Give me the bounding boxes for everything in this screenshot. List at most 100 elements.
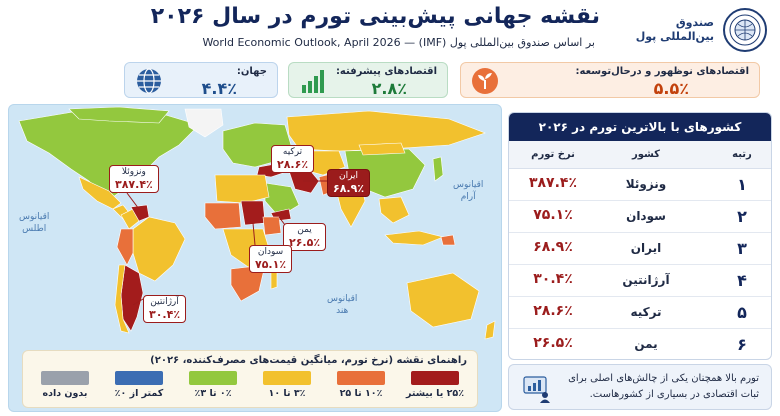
kpi-advanced-label: اقتصادهای پیشرفته: xyxy=(335,66,437,77)
header: صندوق بین‌المللی پول نقشه جهانی پیش‌بینی… xyxy=(0,0,780,60)
world-map xyxy=(18,106,496,340)
map-png xyxy=(440,234,456,246)
callout-turkey-value: ۲۸.۶٪ xyxy=(277,158,309,171)
page-title: نقشه جهانی پیش‌بینی تورم در سال ۲۰۲۶ xyxy=(150,4,600,29)
map-argentina xyxy=(120,264,144,332)
legend-label: ۱۰٪ تا ۲۵ xyxy=(339,388,383,399)
rank-cell: ۲ xyxy=(737,207,747,226)
rate-cell: ۳۰.۴٪ xyxy=(533,271,573,287)
callout-yemen-value: ۲۶.۵٪ xyxy=(289,236,321,249)
callout-iran-name: ایران xyxy=(338,171,359,181)
legend-swatch xyxy=(337,371,385,385)
col-rank-header: رتبه xyxy=(732,149,752,160)
rate-cell: ۳۸۷.۴٪ xyxy=(528,175,578,191)
kpi-world-label: جهان: xyxy=(236,66,267,77)
country-cell: سودان xyxy=(626,209,666,223)
col-country-header: کشور xyxy=(631,149,661,160)
callout-sudan-value: ۷۵.۱٪ xyxy=(255,258,287,271)
kpi-emerging: اقتصادهای نوظهور و درحال‌توسعه: ۵.۵٪ xyxy=(460,62,760,98)
map-mongolia xyxy=(358,142,406,156)
table-row: ۴ آرژانتین ۳۰.۴٪ xyxy=(509,265,771,297)
map-peru-bolivia xyxy=(116,228,134,266)
map-greenland xyxy=(184,108,224,138)
table-row: ۳ ایران ۶۸.۹٪ xyxy=(509,233,771,265)
map-southeast-asia xyxy=(378,196,410,224)
rank-cell: ۵ xyxy=(737,303,747,322)
rank-cell: ۱ xyxy=(737,175,747,194)
legend-swatch xyxy=(263,371,311,385)
ocean-indian-line1: اقیانوس xyxy=(327,294,358,304)
callout-venezuela-name: ونزوئلا xyxy=(121,167,146,177)
map-australia xyxy=(406,272,480,328)
legend-item: ۱۰٪ تا ۲۵ xyxy=(329,371,393,399)
map-north-africa xyxy=(214,174,270,204)
ocean-atlantic-line1: اقیانوس xyxy=(19,212,50,222)
map-chile xyxy=(114,264,130,334)
rate-cell: ۲۶.۵٪ xyxy=(533,335,573,351)
callout-turkey: ترکیه ۲۸.۶٪ xyxy=(271,145,315,173)
table-body: ۱ ونزوئلا ۳۸۷.۴٪ ۲ سودان ۷۵.۱٪ ۳ ایران ۶۸.۹٪ ۴ آرژ… xyxy=(509,169,771,359)
callout-venezuela-value: ۳۸۷.۴٪ xyxy=(115,178,153,191)
legend-label: ۰٪ تا ۳٪ xyxy=(194,388,232,399)
rank-cell: ۳ xyxy=(737,239,747,258)
table-row: ۲ سودان ۷۵.۱٪ xyxy=(509,201,771,233)
map-canada-north xyxy=(68,106,170,124)
callout-iran: ایران ۶۸.۹٪ xyxy=(327,169,371,197)
callout-iran-value: ۶۸.۹٪ xyxy=(333,182,365,195)
legend-item: بدون داده xyxy=(33,371,97,399)
chart-person-icon xyxy=(523,376,550,403)
map-russia xyxy=(286,110,486,152)
legend-swatch xyxy=(41,371,89,385)
kpi-world-value: ۴.۴٪ xyxy=(201,79,237,98)
map-legend: راهنمای نقشه (نرخ تورم، میانگین قیمت‌های… xyxy=(22,350,478,408)
callout-yemen-name: یمن xyxy=(297,225,312,235)
map-ethiopia xyxy=(262,216,282,236)
ocean-atlantic-line2: اطلس xyxy=(22,224,47,234)
bar-growth-icon xyxy=(302,70,324,93)
callout-turkey-name: ترکیه xyxy=(282,147,303,157)
callout-sudan-name: سودان xyxy=(257,247,284,257)
footnote-text: تورم بالا همچنان یکی از چالش‌های اصلی بر… xyxy=(568,373,759,400)
legend-item: ۳٪ تا ۱۰ xyxy=(255,371,319,399)
legend-label: ۳٪ تا ۱۰ xyxy=(268,388,306,399)
legend-items: ۲۵٪ یا بیشتر ۱۰٪ تا ۲۵ ۳٪ تا ۱۰ ۰٪ تا ۳٪ کمت… xyxy=(33,371,467,399)
legend-label: بدون داده xyxy=(42,388,88,399)
kpi-advanced-value: ۲.۸٪ xyxy=(371,79,407,98)
leader-sudan xyxy=(252,222,256,246)
rank-cell: ۶ xyxy=(737,335,747,354)
callout-argentina-value: ۳۰.۴٪ xyxy=(149,308,181,321)
map-west-africa xyxy=(204,202,242,230)
country-cell: ایران xyxy=(630,241,662,255)
country-cell: ونزوئلا xyxy=(625,177,667,191)
imf-seal-icon xyxy=(723,8,767,52)
top-inflation-table: کشورهای با بالاترین تورم در ۲۰۲۶ رتبه کش… xyxy=(508,112,772,360)
map-new-zealand xyxy=(484,320,496,340)
callout-argentina: آرژانتین ۳۰.۴٪ xyxy=(143,295,187,323)
ocean-label-atlantic: اقیانوس اطلس xyxy=(19,211,49,235)
table-header-row: رتبه کشور نرخ تورم xyxy=(509,141,771,169)
legend-item: ۰٪ تا ۳٪ xyxy=(181,371,245,399)
page-subtitle: بر اساس صندوق بین‌المللی پول (IMF) — Wor… xyxy=(202,36,595,49)
rate-cell: ۶۸.۹٪ xyxy=(533,239,573,255)
legend-swatch xyxy=(411,371,459,385)
ocean-pacific-line1: اقیانوس xyxy=(453,180,484,190)
kpi-world: جهان: ۴.۴٪ xyxy=(124,62,278,98)
legend-item: ۲۵٪ یا بیشتر xyxy=(403,371,467,399)
ocean-indian-line2: هند xyxy=(336,306,349,316)
imf-brand-line2: بین‌المللی پول xyxy=(635,30,714,43)
imf-brand: صندوق بین‌المللی پول xyxy=(636,6,768,54)
kpi-advanced: اقتصادهای پیشرفته: ۲.۸٪ xyxy=(288,62,448,98)
legend-label: کمتر از ۰٪ xyxy=(114,388,164,399)
imf-brand-line1: صندوق xyxy=(675,16,714,29)
leader-argentina xyxy=(132,298,144,306)
table-row: ۵ ترکیه ۲۸.۶٪ xyxy=(509,297,771,329)
legend-label: ۲۵٪ یا بیشتر xyxy=(405,388,465,399)
table-row: ۱ ونزوئلا ۳۸۷.۴٪ xyxy=(509,169,771,201)
footnote-box: تورم بالا همچنان یکی از چالش‌های اصلی بر… xyxy=(508,364,772,410)
leader-venezuela xyxy=(126,192,140,210)
imf-brand-text: صندوق بین‌المللی پول xyxy=(636,16,714,44)
callout-venezuela: ونزوئلا ۳۸۷.۴٪ xyxy=(109,165,159,193)
kpi-emerging-label: اقتصادهای نوظهور و درحال‌توسعه: xyxy=(575,66,749,77)
globe-icon xyxy=(137,68,161,94)
